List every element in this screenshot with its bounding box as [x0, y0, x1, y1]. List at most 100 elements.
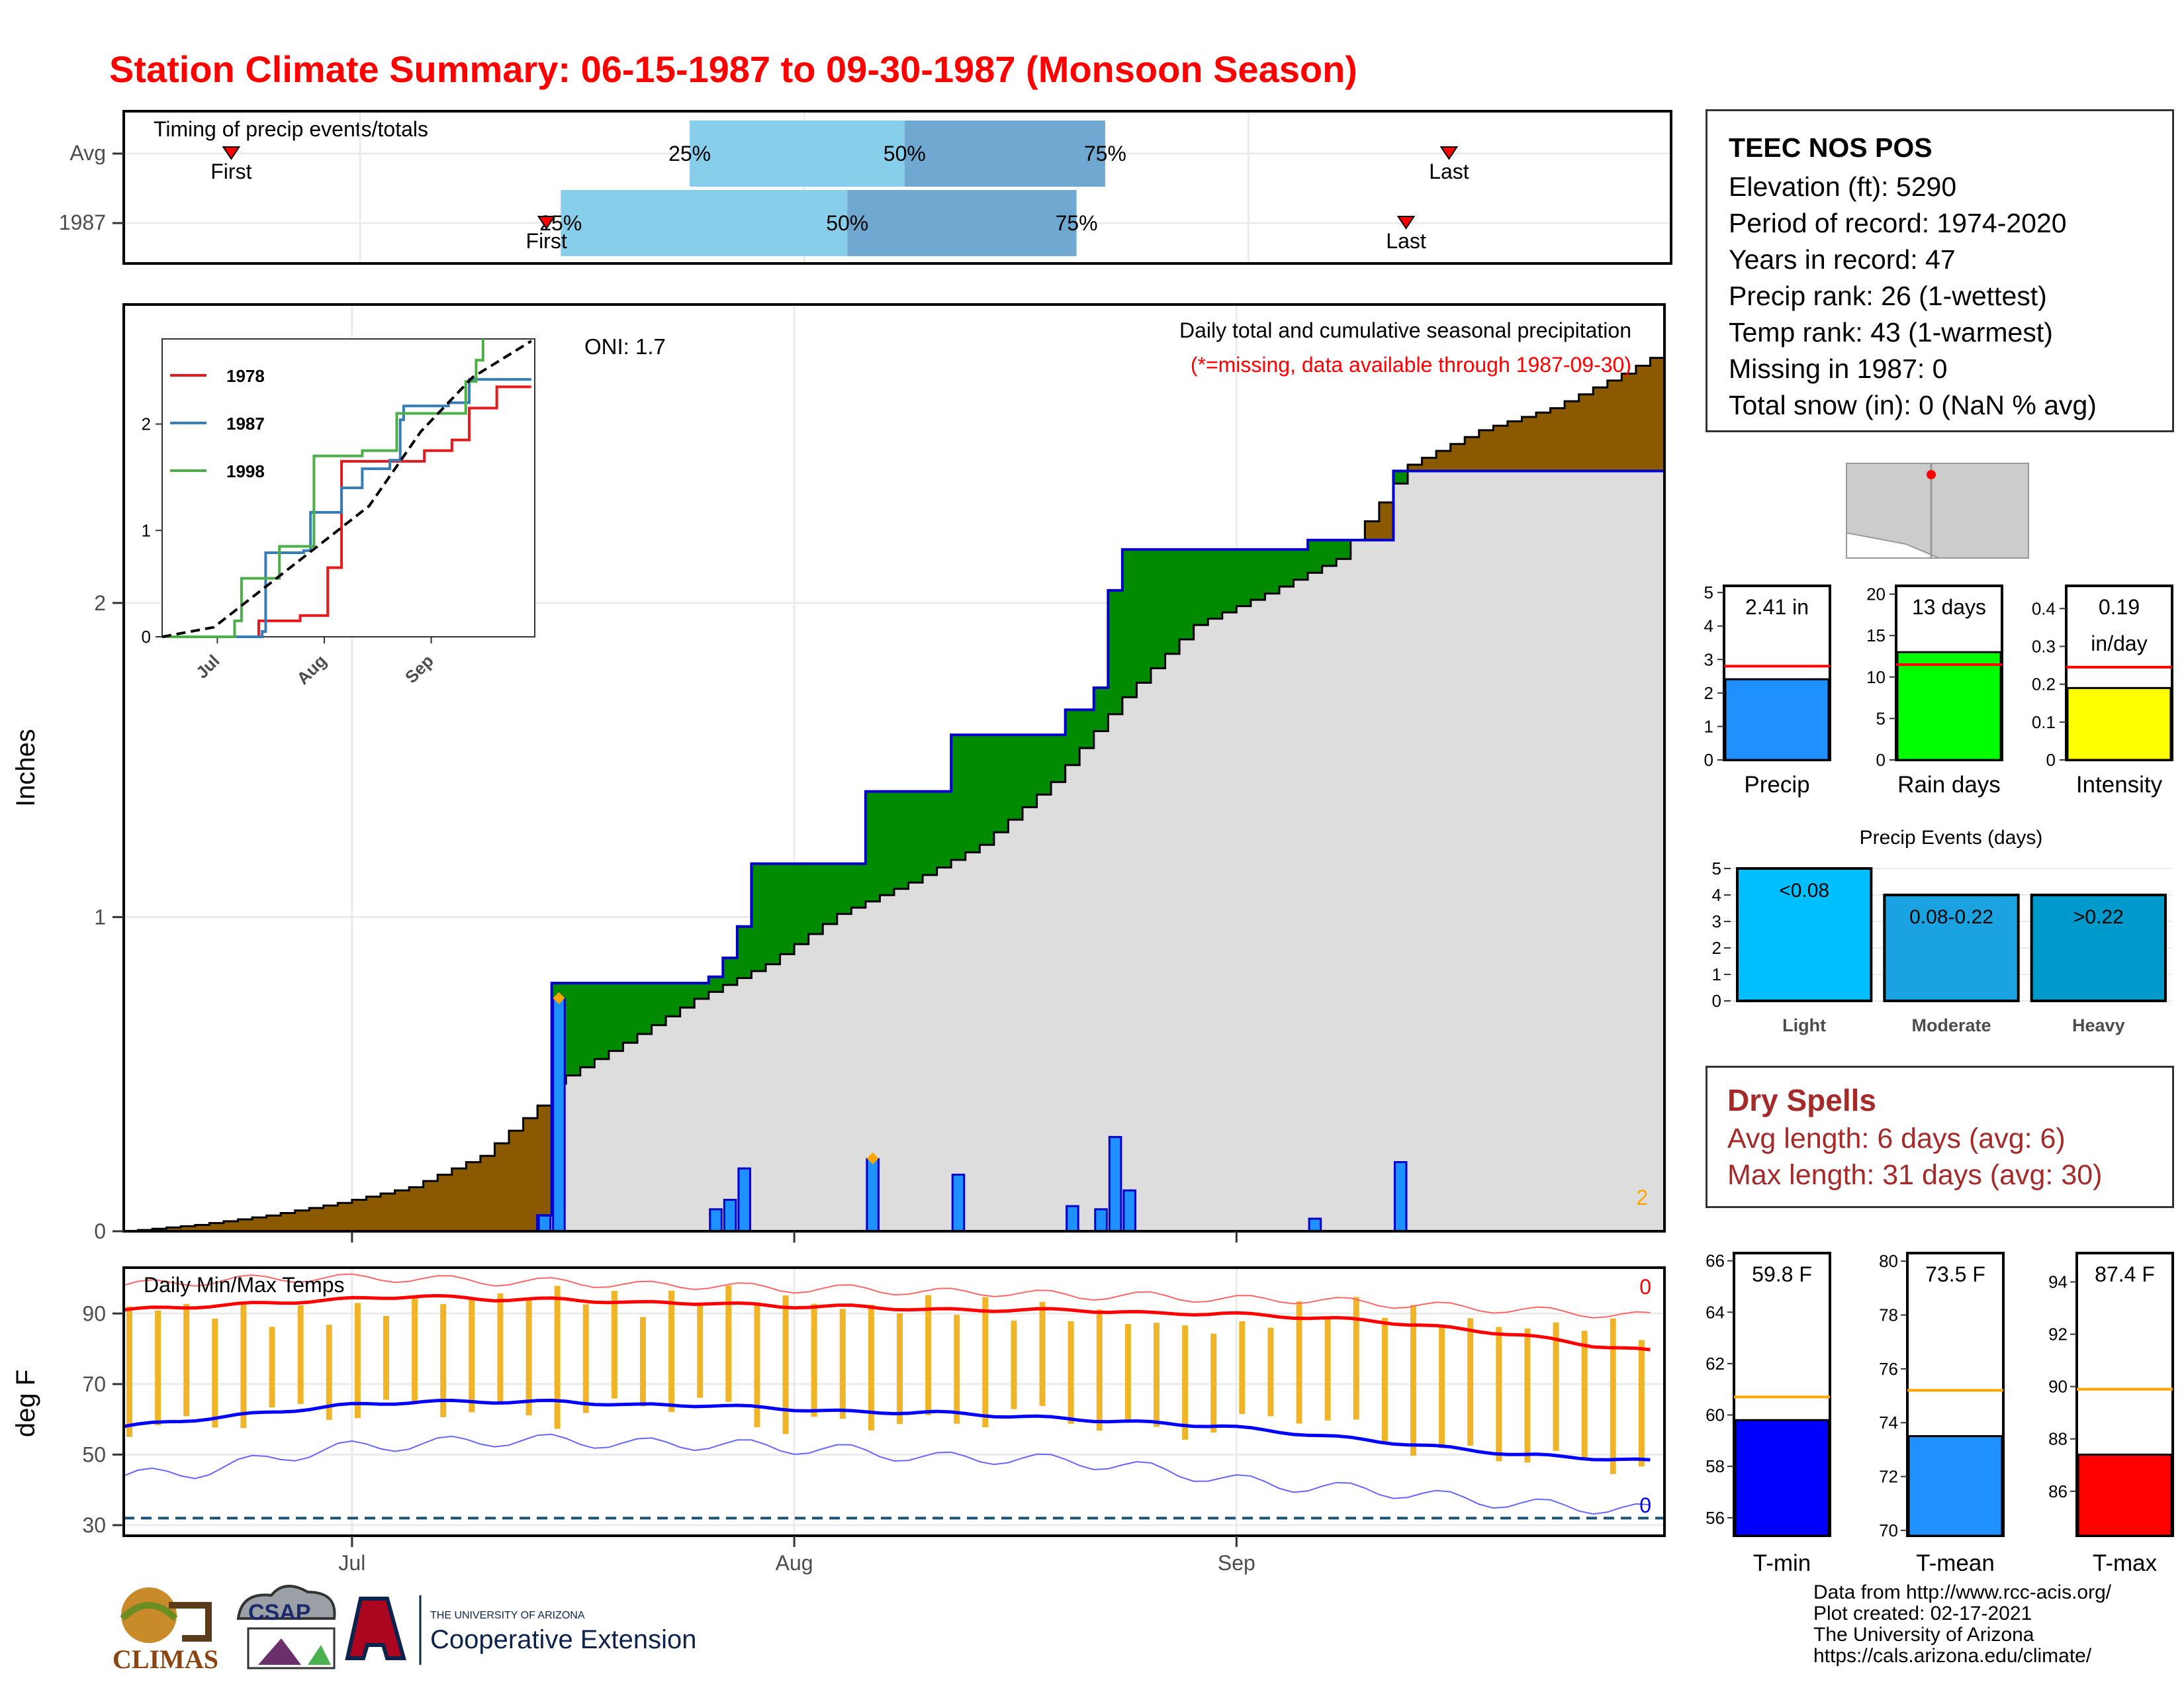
daily-temp-range-bar: [782, 1295, 789, 1434]
daily-temp-range-bar: [1239, 1321, 1246, 1415]
cumulative-fill: [1222, 612, 1237, 1231]
inset-series-line: [162, 385, 531, 638]
deficit-area: [266, 1215, 281, 1231]
timing-pct-label: 50%: [884, 142, 926, 165]
cumulative-fill: [1450, 471, 1465, 1232]
temp-summary-y-tick-label: 60: [1706, 1405, 1725, 1425]
daily-temp-range-bar: [839, 1309, 846, 1419]
daily-temp-range-bar: [982, 1297, 989, 1428]
deficit-area: [295, 1210, 310, 1231]
deficit-area: [1536, 412, 1551, 471]
cumulative-fill: [908, 882, 923, 1231]
precip-frame: [122, 303, 1666, 1233]
surplus-area: [1179, 549, 1195, 639]
deficit-area: [1650, 357, 1665, 471]
timing-bar-late: [847, 190, 1077, 256]
cumulative-fill: [566, 1075, 581, 1231]
cumulative-fill: [1422, 471, 1437, 1232]
record-min-line: [123, 1433, 1651, 1515]
cumulative-fill: [751, 971, 766, 1231]
surplus-area: [979, 735, 995, 845]
daily-temp-range-bar: [1039, 1301, 1046, 1406]
precip-summary-y-tick-label: 0: [2046, 750, 2056, 770]
surplus-area: [1093, 687, 1109, 731]
temp-x-tick-label: Aug: [776, 1551, 813, 1575]
deficit-area: [1522, 416, 1537, 471]
events-bar: [1883, 894, 2020, 1002]
daily-temp-range-bar: [469, 1297, 475, 1413]
temp-summary-label: T-max: [2093, 1550, 2158, 1576]
cumulative-fill: [1279, 586, 1295, 1231]
precip-summary-y-tick-label: 2: [1704, 683, 1713, 703]
daily-temp-range-bar: [1496, 1327, 1502, 1462]
timing-event-marker: [537, 216, 556, 230]
cumulative-fill: [1136, 682, 1152, 1231]
surplus-area: [580, 983, 595, 1068]
surplus-area: [751, 863, 766, 972]
ua-logo: THE UNIVERSITY OF ARIZONA Cooperative Ex…: [345, 1595, 696, 1665]
timing-event-label: Last: [1386, 229, 1426, 253]
daily-precip-bar: [737, 1167, 751, 1233]
timing-event-label: First: [526, 229, 567, 253]
temp-frame: [122, 1266, 1666, 1537]
precip-summary-y-tick-label: 4: [1704, 616, 1713, 636]
deficit-area: [209, 1223, 224, 1231]
timing-row-label: 1987: [59, 211, 106, 234]
daily-temp-range-bar: [1296, 1301, 1302, 1424]
ua-logo-small-text: THE UNIVERSITY OF ARIZONA: [430, 1610, 585, 1621]
temp-summary-y-tick-label: 88: [2048, 1429, 2068, 1449]
surplus-area: [1079, 710, 1095, 749]
daily-temp-range-bar: [1124, 1323, 1131, 1421]
deficit-area: [1436, 451, 1451, 471]
ua-logo-big-text: Cooperative Extension: [430, 1625, 696, 1654]
timing-pct-label: 75%: [1056, 211, 1098, 235]
events-y-tick-label: 3: [1712, 912, 1721, 931]
cumulative-fill: [1593, 471, 1608, 1232]
daily-precip-marker: [553, 992, 565, 1004]
cumulative-fill: [794, 944, 809, 1231]
events-bar-label: >0.22: [2073, 906, 2124, 928]
daily-temp-range-bar: [897, 1313, 903, 1425]
surplus-area: [1051, 735, 1066, 782]
daily-temp-range-bar: [440, 1304, 447, 1417]
daily-temp-range-bar: [183, 1303, 190, 1417]
cumulative-fill: [823, 923, 838, 1231]
daily-temp-range-bar: [297, 1305, 304, 1404]
temp-summary-y-tick-label: 64: [1706, 1302, 1725, 1322]
daily-temp-range-bar: [1410, 1305, 1416, 1456]
daily-temp-range-bar: [1210, 1333, 1217, 1433]
cumulative-fill: [1151, 668, 1166, 1231]
cumulative-fill: [1479, 471, 1494, 1232]
cumulative-fill: [623, 1043, 638, 1231]
climas-logo: CLIMAS: [113, 1587, 218, 1674]
timing-event-label: Last: [1429, 160, 1469, 183]
surplus-area: [594, 983, 610, 1059]
avg-min-line: [123, 1398, 1651, 1462]
daily-temp-range-bar: [811, 1303, 817, 1417]
surplus-area: [708, 976, 723, 992]
precip-summary-label: Rain days: [1897, 772, 2001, 798]
surplus-area: [951, 735, 966, 861]
precip-summary-bar: [1724, 678, 1830, 761]
cumulative-fill: [1208, 618, 1223, 1231]
station-period: Period of record: 1974-2020: [1729, 208, 2067, 238]
events-category-label: Light: [1782, 1015, 1826, 1035]
surplus-area: [1165, 549, 1180, 654]
surplus-area: [1008, 735, 1023, 820]
record-max-line: [123, 1273, 1651, 1319]
surplus-area: [1336, 539, 1351, 559]
cumulative-fill: [993, 832, 1009, 1231]
surplus-area: [1193, 549, 1208, 626]
temp-background: [124, 1268, 1664, 1536]
precip-summary-y-tick-label: 10: [1866, 667, 1886, 687]
precip-title: Daily total and cumulative seasonal prec…: [1179, 318, 1631, 342]
deficit-area: [252, 1217, 267, 1231]
deficit-area: [1493, 426, 1508, 471]
deficit-area: [451, 1168, 467, 1231]
surplus-area: [680, 983, 695, 1008]
daily-temp-range-bar: [1439, 1325, 1445, 1448]
events-y-tick-label: 0: [1712, 991, 1721, 1011]
deficit-area: [238, 1219, 253, 1231]
events-bar: [1736, 867, 1873, 1002]
